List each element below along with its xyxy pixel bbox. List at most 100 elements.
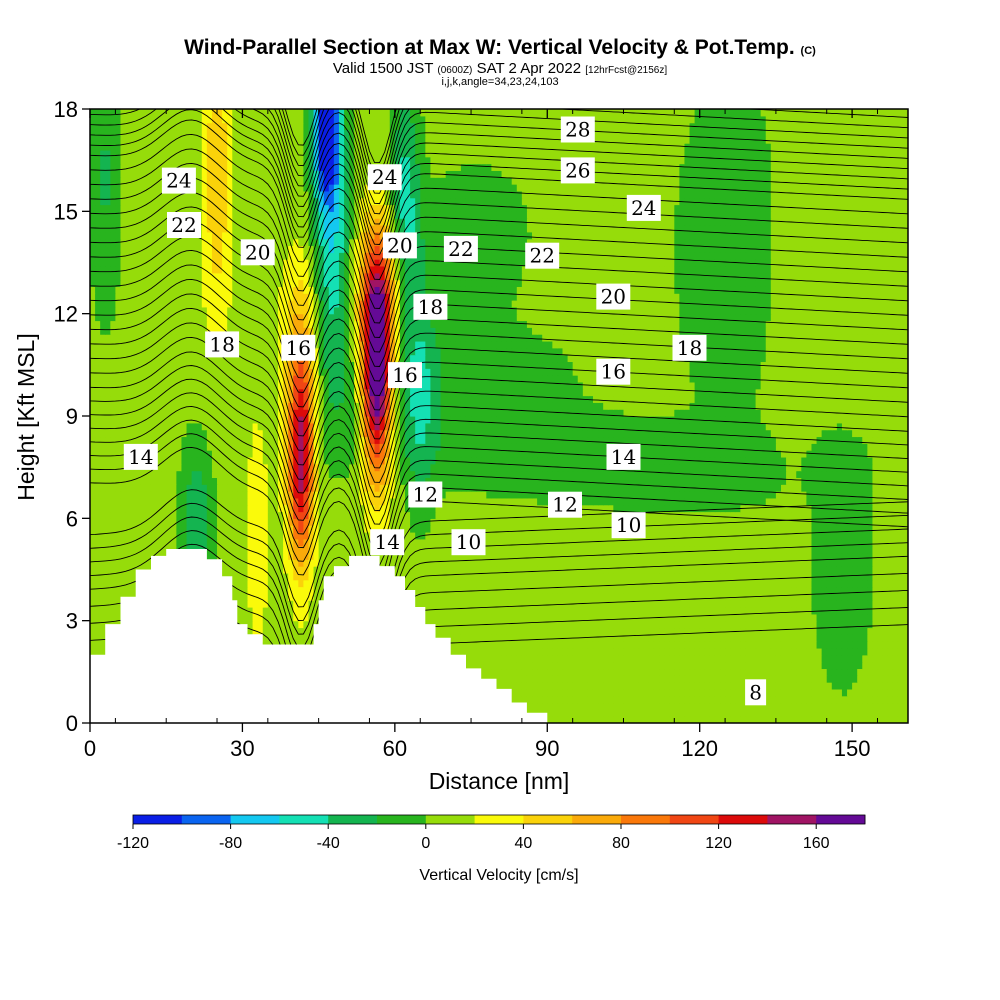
velocity-cell [704,511,711,519]
velocity-cell [521,559,528,567]
velocity-cell [277,552,284,560]
velocity-cell [801,518,807,526]
velocity-cell [816,613,823,622]
velocity-cell [232,525,238,533]
velocity-cell [100,579,106,588]
velocity-cell [633,654,640,663]
velocity-cell [857,613,863,622]
velocity-cell [694,579,701,588]
velocity-cell [709,634,716,642]
velocity-cell [598,702,604,710]
velocity-cell [481,641,487,649]
velocity-cell [882,613,889,622]
velocity-cell [328,531,335,540]
velocity-cell [897,545,904,554]
velocity-cell [618,702,625,710]
velocity-cell [796,688,802,697]
velocity-cell [816,566,823,574]
velocity-cell [770,688,777,697]
velocity-cell [603,572,609,581]
velocity-cell [582,627,589,635]
velocity-cell [338,518,345,526]
velocity-cell [242,518,249,526]
velocity-cell [90,627,96,635]
velocity-cell [440,593,447,601]
velocity-cell [496,668,503,676]
velocity-cell [892,647,899,656]
velocity-cell [150,545,157,554]
velocity-cell [120,525,127,533]
velocity-cell [379,552,386,560]
velocity-cell [699,579,706,588]
velocity-cell [587,668,594,676]
velocity-cell [476,627,482,635]
velocity-cell [501,682,508,690]
velocity-cell [217,525,223,533]
velocity-cell [780,634,787,642]
velocity-cell [100,572,106,581]
velocity-cell [699,682,706,690]
velocity-cell [90,634,96,642]
velocity-cell [740,709,747,717]
velocity-cell [227,538,233,547]
velocity-cell [882,572,889,581]
velocity-cell [496,675,503,683]
velocity-cell [481,613,487,622]
velocity-cell [516,552,523,560]
velocity-cell [364,511,371,519]
velocity-cell [567,593,574,601]
velocity-cell [582,675,589,683]
velocity-cell [592,647,599,656]
velocity-cell [100,511,106,519]
velocity-cell [592,620,599,629]
velocity-cell [537,545,543,554]
velocity-cell [857,641,863,649]
velocity-cell [887,566,894,574]
velocity-cell [638,716,645,723]
velocity-cell [537,688,543,697]
velocity-cell [90,566,96,574]
velocity-cell [730,702,736,710]
velocity-cell [796,709,802,717]
velocity-cell [181,518,188,526]
velocity-cell [283,552,289,560]
velocity-cell [618,566,625,574]
velocity-cell [791,538,797,547]
velocity-cell [786,654,792,663]
velocity-cell [557,634,564,642]
velocity-cell [699,531,706,540]
velocity-cell [791,634,797,642]
velocity-cell [95,634,101,642]
velocity-cell [836,620,843,629]
velocity-cell [638,709,645,717]
velocity-cell [699,668,706,676]
velocity-cell [95,641,101,649]
velocity-cell [684,607,691,615]
velocity-cell [740,647,747,656]
velocity-cell [872,525,879,533]
velocity-cell [811,654,818,663]
velocity-cell [638,634,645,642]
velocity-cell [303,518,310,526]
velocity-cell [704,682,711,690]
velocity-cell [760,668,767,676]
velocity-cell [659,572,665,581]
velocity-cell [831,688,838,697]
velocity-cell [618,695,625,704]
velocity-cell [405,559,411,567]
velocity-cell [826,531,833,540]
velocity-cell [506,620,513,629]
velocity-cell [836,709,843,717]
velocity-cell [298,634,304,642]
velocity-cell [598,559,604,567]
velocity-cell [811,559,818,567]
velocity-cell [623,579,630,588]
velocity-cell [852,654,858,663]
velocity-cell [679,572,686,581]
velocity-cell [598,518,604,526]
velocity-cell [765,634,772,642]
velocity-cell [674,593,680,601]
velocity-cell [608,545,614,554]
velocity-cell [496,682,503,690]
velocity-cell [699,566,706,574]
